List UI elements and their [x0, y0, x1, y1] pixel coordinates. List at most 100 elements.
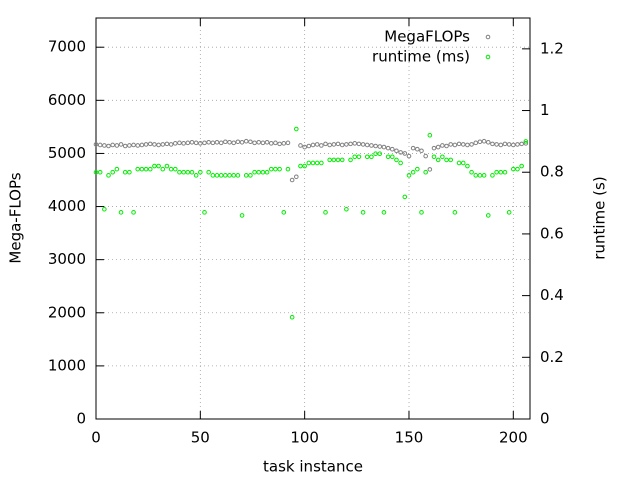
point [473, 173, 479, 178]
point [202, 140, 207, 146]
point [168, 142, 174, 147]
point [160, 166, 166, 172]
y2-tick-label: 0.2 [540, 348, 564, 366]
point [410, 145, 416, 151]
point [289, 314, 295, 320]
point [239, 213, 245, 218]
point [239, 139, 245, 145]
point [360, 210, 366, 215]
point [369, 143, 374, 148]
point [506, 142, 512, 147]
point [122, 169, 128, 175]
point [102, 206, 107, 212]
point [177, 169, 182, 175]
point [218, 173, 224, 178]
point [460, 160, 466, 166]
point [469, 142, 474, 147]
y2-tick-label: 0.4 [540, 286, 564, 304]
point [227, 139, 232, 145]
point [469, 169, 474, 175]
point [477, 173, 483, 178]
point [523, 139, 529, 144]
point [298, 143, 303, 148]
point [235, 173, 241, 178]
point [460, 142, 466, 147]
point [214, 173, 220, 178]
point [348, 157, 353, 163]
y2-tick-label: 0.6 [540, 224, 564, 242]
point [143, 166, 149, 172]
point [314, 160, 320, 166]
x-axis-label: task instance [263, 458, 363, 476]
point [97, 142, 103, 148]
point [248, 173, 253, 178]
point [127, 143, 132, 148]
point [319, 160, 324, 166]
point [131, 210, 136, 215]
point [243, 173, 249, 178]
point [335, 141, 341, 147]
point [273, 166, 278, 172]
point [189, 139, 195, 145]
point [519, 163, 524, 169]
point [389, 146, 395, 152]
point [302, 144, 307, 150]
plot-border [95, 17, 531, 420]
point [406, 153, 412, 159]
point [440, 154, 445, 160]
point [264, 169, 270, 175]
point [281, 141, 287, 146]
point [381, 210, 387, 215]
point [523, 141, 529, 146]
point [156, 163, 161, 169]
point [352, 154, 358, 160]
point [210, 140, 216, 146]
point [335, 157, 341, 163]
point [177, 140, 182, 146]
point [356, 154, 362, 160]
y-tick-label: 3000 [48, 250, 86, 268]
point [490, 173, 495, 178]
point [298, 163, 303, 169]
point [160, 142, 166, 147]
point [314, 142, 320, 147]
point [410, 169, 416, 175]
point [356, 141, 362, 147]
point [344, 206, 349, 212]
y-axis-label: Mega-FLOPs [7, 172, 25, 263]
point [373, 143, 378, 149]
point [448, 142, 454, 147]
point [93, 142, 99, 147]
x-tick-label: 200 [499, 429, 528, 447]
point [156, 142, 161, 148]
point [223, 139, 228, 145]
point [285, 166, 291, 172]
point [402, 151, 408, 156]
point [398, 150, 403, 155]
point [502, 141, 508, 147]
point [327, 142, 332, 148]
point [243, 138, 249, 144]
legend-label: MegaFLOPs [384, 28, 470, 46]
y-tick-label: 7000 [48, 38, 86, 56]
x-tick-label: 100 [290, 429, 319, 447]
point [339, 142, 345, 148]
point [118, 210, 124, 215]
point [106, 173, 111, 178]
point [256, 169, 262, 175]
y-tick-label: 2000 [48, 303, 86, 321]
x-tick-label: 50 [191, 429, 210, 447]
point [352, 141, 358, 146]
point [423, 153, 428, 159]
point [93, 169, 99, 175]
point [97, 169, 103, 175]
point [172, 141, 178, 146]
point [206, 169, 211, 175]
y2-tick-label: 1.2 [540, 39, 564, 57]
y2-axis-label: runtime (s) [591, 176, 609, 259]
point [331, 157, 337, 163]
point [193, 140, 199, 146]
point [218, 140, 224, 146]
point [511, 166, 516, 172]
point [181, 141, 186, 146]
